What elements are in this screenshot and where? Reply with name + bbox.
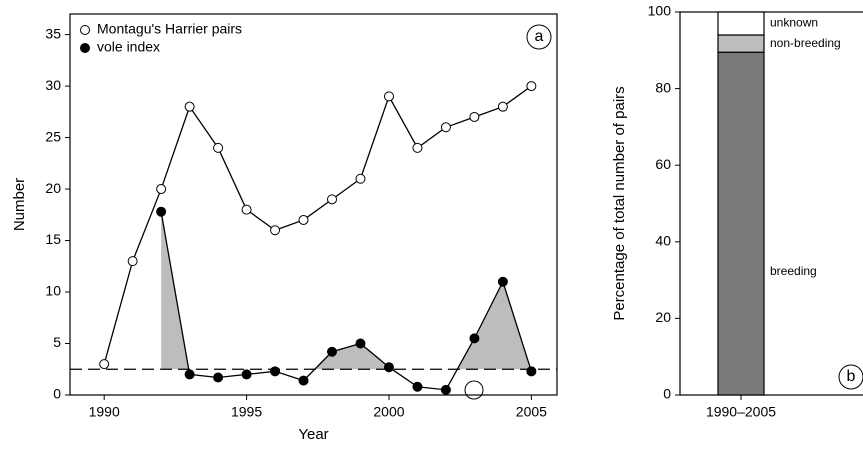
point [298, 214, 309, 225]
point [241, 204, 252, 215]
point [241, 369, 252, 380]
segment-label: non-breeding [770, 36, 841, 50]
point [412, 381, 423, 392]
point [327, 194, 338, 205]
y-tick-label: 20 [45, 180, 61, 196]
point [440, 122, 451, 133]
point [327, 346, 338, 357]
x-tick-label: 1990 [89, 404, 120, 420]
y-tick-label: 25 [45, 128, 61, 144]
point [127, 256, 138, 267]
point [469, 333, 480, 344]
point [184, 101, 195, 112]
annotation-circle [838, 364, 863, 390]
y-tick-label: 35 [45, 25, 61, 41]
point [184, 369, 195, 380]
y-tick-label: 5 [53, 334, 61, 350]
legend-marker [80, 43, 90, 53]
y-tick-label: 30 [45, 77, 61, 93]
y-axis-label: Number [11, 178, 28, 231]
point [526, 81, 537, 92]
point [469, 111, 480, 122]
point [213, 372, 224, 383]
y-tick-label: 0 [53, 386, 61, 402]
point [270, 225, 281, 236]
y-tick-label: 0 [663, 386, 671, 402]
y-tick-label: 100 [648, 3, 672, 19]
y-tick-label: 20 [655, 309, 671, 325]
bar-segment [717, 34, 765, 53]
point [440, 384, 451, 395]
point [99, 359, 110, 370]
annotation: a [535, 28, 544, 45]
x-tick-label: 1995 [231, 404, 262, 420]
x-axis-label: Year [298, 426, 328, 443]
point [270, 366, 281, 377]
point [526, 366, 537, 377]
y-tick-label: 60 [655, 156, 671, 172]
legend-label: vole index [97, 39, 160, 55]
x-tick-label: 2000 [373, 404, 404, 420]
x-tick-label: 1990–2005 [706, 404, 776, 420]
y-tick-label: 15 [45, 231, 61, 247]
segment-label: breeding [770, 264, 817, 278]
shaded-area [161, 211, 532, 370]
point [355, 338, 366, 349]
plot-frame-a [69, 13, 558, 396]
point [355, 173, 366, 184]
legend-label: Montagu's Harrier pairs [97, 21, 242, 37]
point [213, 142, 224, 153]
annotation-circle [526, 24, 552, 50]
point [412, 142, 423, 153]
x-tick-label: 2005 [516, 404, 547, 420]
series-line [103, 85, 532, 365]
bar-segment [717, 11, 765, 36]
y-tick-label: 40 [655, 233, 671, 249]
point [497, 276, 508, 287]
segment-label: unknown [770, 16, 818, 30]
point [383, 91, 394, 102]
legend-marker [80, 25, 90, 35]
highlight-circle [464, 380, 484, 400]
point [156, 184, 167, 195]
point [156, 206, 167, 217]
plot-frame-b [679, 11, 863, 396]
y-tick-label: 80 [655, 79, 671, 95]
point [298, 375, 309, 386]
y-tick-label: 10 [45, 283, 61, 299]
y-axis-label: Percentage of total number of pairs [611, 86, 628, 320]
bar-segment [717, 51, 765, 396]
point [383, 362, 394, 373]
point [497, 101, 508, 112]
annotation: b [847, 368, 856, 385]
